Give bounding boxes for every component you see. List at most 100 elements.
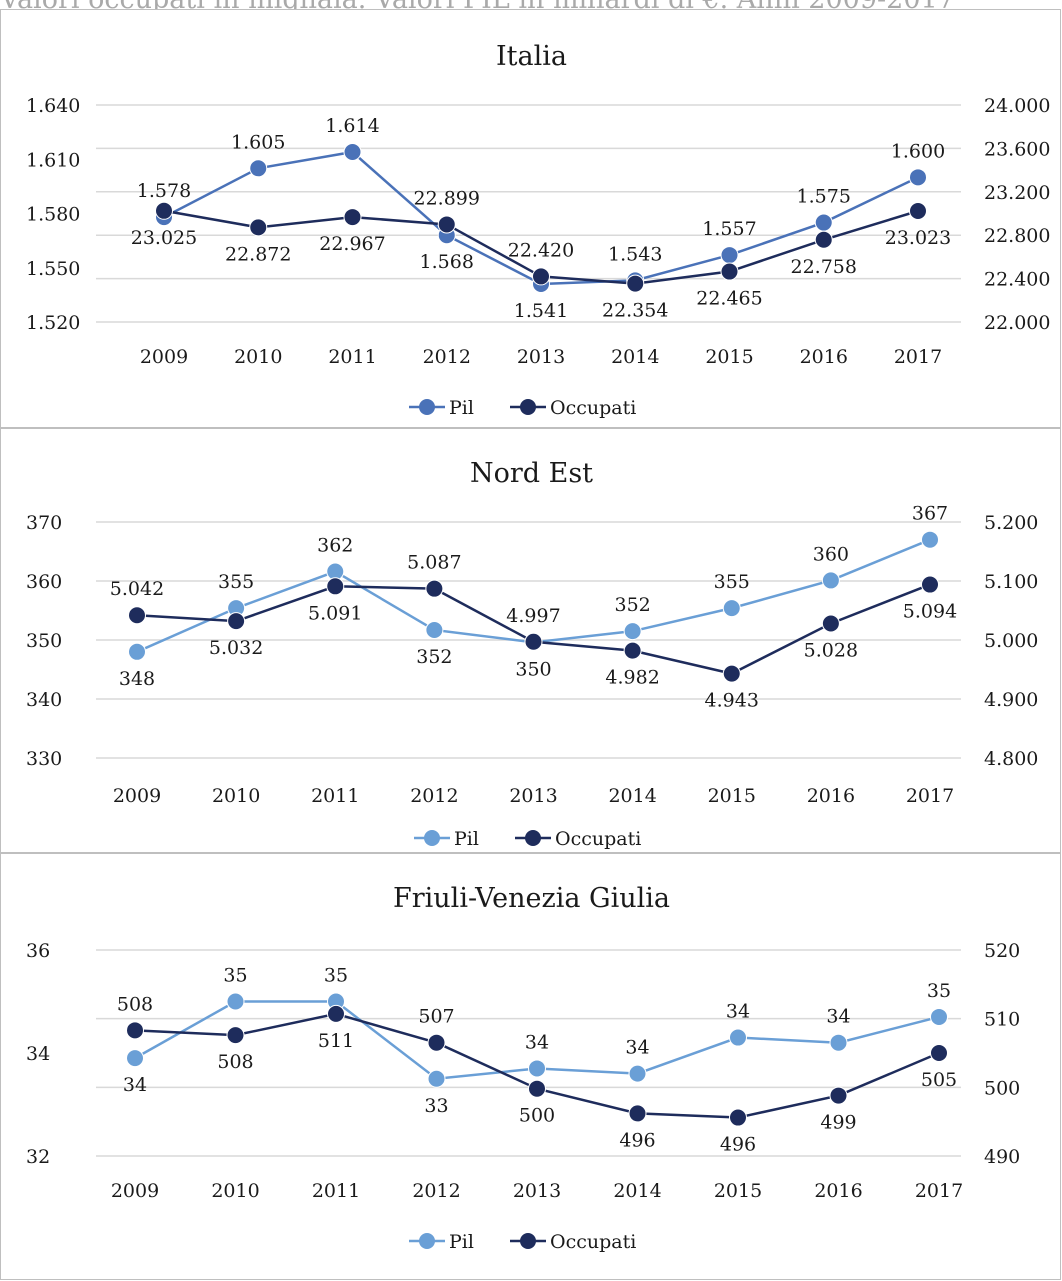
data-label: 34 xyxy=(525,1031,549,1053)
data-point xyxy=(829,1086,848,1105)
data-label: 4.982 xyxy=(605,667,659,689)
legend-swatch-marker xyxy=(419,399,435,415)
data-point xyxy=(814,213,833,232)
y-right-tick-label: 22.400 xyxy=(984,269,1050,291)
data-point xyxy=(720,246,739,265)
data-point xyxy=(626,274,645,293)
legend-item-occupati: Occupati xyxy=(510,397,636,419)
gridlines xyxy=(96,104,961,323)
legend-label: Occupati xyxy=(555,828,641,850)
y-left-tick-label: 1.520 xyxy=(26,312,80,334)
data-point xyxy=(921,575,939,594)
data-point xyxy=(729,1028,747,1047)
y-left-tick-label: 330 xyxy=(26,748,62,770)
x-tick-label: 2009 xyxy=(113,785,161,807)
legend-item-occupati: Occupati xyxy=(510,1231,636,1253)
data-point xyxy=(249,159,268,178)
y-left-tick-label: 1.640 xyxy=(26,95,80,117)
data-point xyxy=(126,1049,144,1068)
data-label: 350 xyxy=(515,658,551,680)
data-label: 34 xyxy=(826,1006,850,1028)
data-label: 348 xyxy=(119,668,155,690)
data-label: 496 xyxy=(619,1129,655,1151)
data-point xyxy=(623,622,642,641)
y-right-tick-label: 4.900 xyxy=(984,689,1038,711)
x-tick-label: 2017 xyxy=(894,346,942,368)
legend-item-pil: Pil xyxy=(409,1231,474,1253)
legend-swatch-marker xyxy=(525,830,541,846)
data-label: 1.600 xyxy=(891,140,945,162)
chart-svg: Nord Est 330 340 350 360 370 4.800 4.900 5.000 5.… xyxy=(26,458,1038,850)
data-label: 367 xyxy=(912,503,948,525)
legend-label: Pil xyxy=(449,1231,474,1253)
data-point xyxy=(327,1004,345,1023)
y-left-tick-label: 1.610 xyxy=(26,149,80,171)
chart-title: Italia xyxy=(496,41,567,72)
data-label: 355 xyxy=(218,571,254,593)
data-label: 1.575 xyxy=(797,186,851,208)
legend-swatch-marker xyxy=(520,1233,536,1249)
x-tick-label: 2013 xyxy=(513,1180,561,1202)
data-point xyxy=(720,262,739,281)
y-right-tick-label: 5.100 xyxy=(984,571,1038,593)
data-point xyxy=(128,642,146,661)
data-point xyxy=(722,664,741,683)
data-label: 1.614 xyxy=(325,115,379,137)
data-label: 1.568 xyxy=(420,251,474,273)
data-label: 511 xyxy=(318,1030,354,1052)
legend-label: Pil xyxy=(449,397,474,419)
y-right-tick-label: 23.200 xyxy=(984,182,1050,204)
x-axis: 2009 2010 2011 2012 2013 2014 2015 2016 2017 xyxy=(113,785,954,807)
x-tick-label: 2009 xyxy=(111,1180,159,1202)
x-axis: 2009 2010 2011 2012 2013 2014 2015 2016 2017 xyxy=(140,346,942,368)
data-point xyxy=(425,579,444,598)
y-left-tick-label: 1.550 xyxy=(26,258,80,280)
y-right-tick-label: 5.000 xyxy=(984,630,1038,652)
series-pil: 348 355 362 352 350 352 355 360 367 xyxy=(119,503,948,690)
data-point xyxy=(249,218,268,237)
data-label: 508 xyxy=(117,993,153,1015)
data-point xyxy=(437,215,456,234)
data-label: 34 xyxy=(123,1074,147,1096)
legend: Pil Occupati xyxy=(409,1231,636,1253)
data-label: 508 xyxy=(217,1051,253,1073)
legend-label: Occupati xyxy=(550,1231,636,1253)
legend-label: Occupati xyxy=(550,397,636,419)
x-tick-label: 2013 xyxy=(517,346,565,368)
data-point xyxy=(226,1026,245,1045)
y-left-tick-label: 360 xyxy=(26,571,62,593)
data-label: 22.967 xyxy=(319,233,385,255)
data-label: 1.605 xyxy=(231,131,285,153)
y-right-tick-label: 510 xyxy=(984,1009,1020,1031)
y-axis-left: 1.520 1.550 1.580 1.610 1.640 xyxy=(26,95,80,334)
data-point xyxy=(623,641,642,660)
chart-title: Nord Est xyxy=(470,458,593,489)
y-left-tick-label: 34 xyxy=(26,1043,50,1065)
x-tick-label: 2016 xyxy=(807,785,855,807)
y-right-tick-label: 490 xyxy=(984,1146,1020,1168)
legend-swatch-marker xyxy=(419,1233,435,1249)
data-point xyxy=(729,1108,747,1127)
data-point xyxy=(227,612,246,631)
x-tick-label: 2015 xyxy=(705,346,753,368)
data-point xyxy=(528,1059,546,1078)
x-tick-label: 2013 xyxy=(509,785,557,807)
data-point xyxy=(528,1079,546,1098)
y-right-tick-label: 22.800 xyxy=(984,225,1050,247)
data-label: 5.087 xyxy=(407,552,461,574)
y-left-tick-label: 32 xyxy=(26,1146,50,1168)
data-label: 360 xyxy=(813,543,849,565)
y-right-tick-label: 23.600 xyxy=(984,138,1050,160)
data-label: 5.091 xyxy=(308,602,362,624)
data-label: 499 xyxy=(820,1112,856,1134)
data-label: 35 xyxy=(223,965,247,987)
y-axis-right: 22.000 22.400 22.800 23.200 23.600 24.000 xyxy=(984,95,1050,334)
data-label: 1.557 xyxy=(702,218,756,240)
y-left-tick-label: 350 xyxy=(26,630,62,652)
data-point xyxy=(722,599,741,618)
data-label: 505 xyxy=(921,1069,957,1091)
x-tick-label: 2012 xyxy=(410,785,458,807)
data-label: 5.094 xyxy=(903,601,957,623)
data-label: 34 xyxy=(625,1037,649,1059)
data-label: 35 xyxy=(324,965,348,987)
